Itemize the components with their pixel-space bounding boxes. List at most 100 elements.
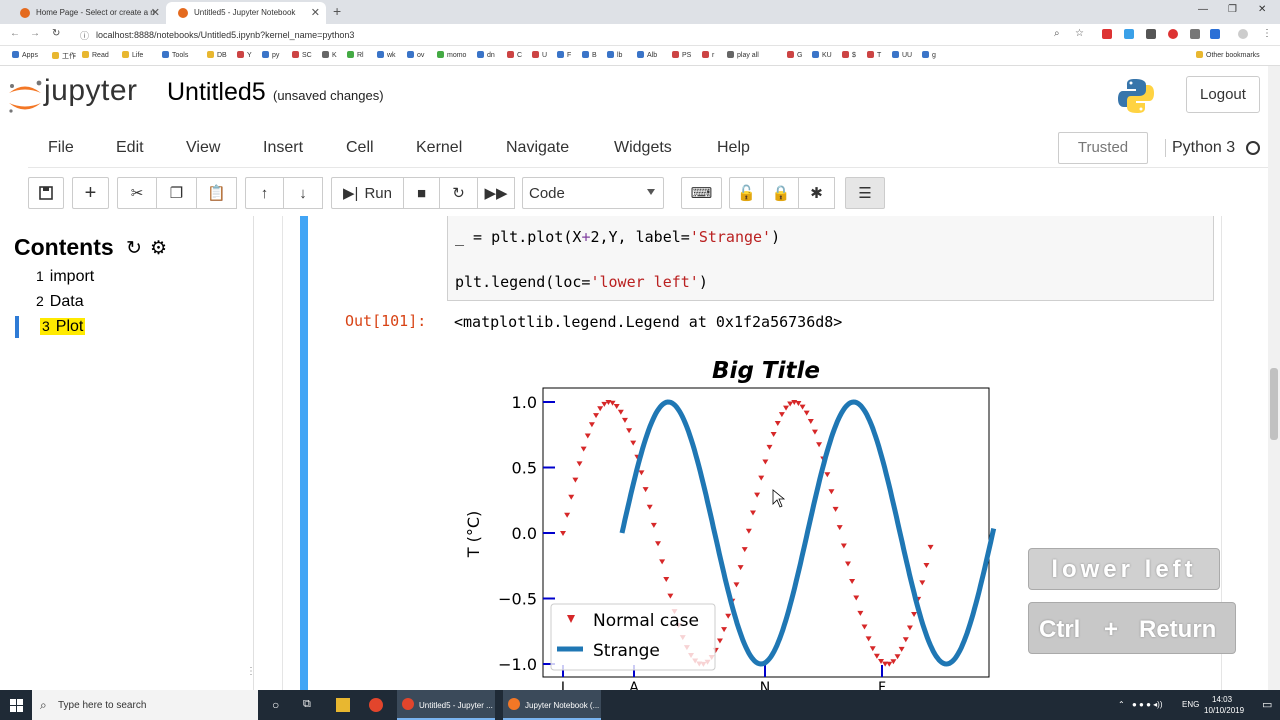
code-cell-input[interactable]: _ = plt.plot(X+2,Y, label='Strange') plt… [447,216,1214,301]
menu-edit[interactable]: Edit [116,139,144,156]
back-icon[interactable]: ← [10,28,20,39]
bookmark-item[interactable]: lb [607,51,622,59]
cut-button[interactable]: ✂ [117,177,157,209]
bookmark-item[interactable]: Rl [347,51,364,59]
insert-cell-button[interactable]: + [72,177,109,209]
bookmark-item[interactable]: C [507,51,522,59]
file-explorer-icon[interactable] [336,698,350,712]
bookmark-item[interactable]: play all [727,51,759,59]
bookmark-item[interactable]: Apps [12,51,38,59]
jupyter-logo-text[interactable]: jupyter [44,74,138,107]
jupyter-logo-icon[interactable] [6,78,44,116]
bookmark-item[interactable]: KU [812,51,832,59]
menu-cell[interactable]: Cell [346,139,374,156]
bookmark-item[interactable]: wk [377,51,396,59]
bookmark-item[interactable]: PS [672,51,691,59]
lock-button[interactable]: 🔒 [764,177,799,209]
bookmark-item[interactable]: momo [437,51,466,59]
close-icon[interactable]: ✕ [150,7,160,19]
extension-icon[interactable] [1190,29,1200,39]
cortana-icon[interactable]: ○ [272,698,280,712]
bookmark-item[interactable]: DB [207,51,227,59]
toc-item-import[interactable]: 1 import [36,268,94,286]
bookmark-item[interactable]: K [322,51,337,59]
cell-type-select[interactable]: Code [522,177,664,209]
clock-time[interactable]: 14:03 [1212,695,1233,704]
notebook-title[interactable]: Untitled5 [167,78,266,106]
menu-help[interactable]: Help [717,139,750,156]
taskbar-search-input[interactable]: ⌕ Type here to search [32,690,258,720]
menu-widgets[interactable]: Widgets [614,139,672,156]
menu-icon[interactable]: ⋮ [1262,28,1272,39]
extension-icon[interactable] [1210,29,1220,39]
bookmark-item[interactable]: T [867,51,881,59]
bookmark-item[interactable]: Tools [162,51,188,59]
bookmark-item[interactable]: Read [82,51,109,59]
star-icon[interactable]: ☆ [1075,28,1084,39]
bookmark-item[interactable]: dn [477,51,495,59]
zoom-icon[interactable]: ⌕ [1054,28,1060,39]
refresh-icon[interactable]: ↻ [126,238,142,259]
tab-home-page[interactable]: Home Page - Select or create a n ✕ [8,2,166,24]
scrollbar-thumb[interactable] [1270,368,1278,440]
asterisk-button[interactable]: ✱ [799,177,835,209]
menu-insert[interactable]: Insert [263,139,304,156]
bookmark-item[interactable]: g [922,51,936,59]
bookmark-item[interactable]: F [557,51,571,59]
bookmark-item[interactable]: G [787,51,802,59]
extension-icon[interactable] [1102,29,1112,39]
interrupt-button[interactable]: ■ [404,177,440,209]
save-button[interactable] [28,177,64,209]
close-icon[interactable]: ✕ [310,7,320,19]
trusted-indicator[interactable]: Trusted [1058,132,1148,164]
extension-icon[interactable] [1124,29,1134,39]
forward-icon[interactable]: → [30,28,40,39]
tab-untitled5[interactable]: Untitled5 - Jupyter Notebook ✕ [166,2,326,24]
taskbar-app-jupyter-chrome[interactable]: Untitled5 - Jupyter ... [397,690,495,720]
extension-icon[interactable] [1168,29,1178,39]
gear-icon[interactable]: ⚙ [150,238,168,259]
bookmark-item[interactable]: 工作 [52,51,76,61]
bookmark-item[interactable]: B [582,51,597,59]
run-button[interactable]: ▶| Run [331,177,404,209]
profile-icon[interactable] [1238,29,1248,39]
tray-chevron-icon[interactable]: ⌃ [1118,700,1125,709]
bookmark-item[interactable]: UU [892,51,912,59]
bookmark-item[interactable]: Y [237,51,252,59]
chrome-icon[interactable] [369,698,383,712]
unlock-button[interactable]: 🔓 [729,177,764,209]
menu-kernel[interactable]: Kernel [416,139,463,156]
bookmark-item[interactable]: Life [122,51,143,59]
page-scrollbar[interactable] [1268,66,1280,690]
kernel-name[interactable]: Python 3 [1165,139,1235,157]
restore-button[interactable]: ❐ [1228,4,1237,15]
tray-icons[interactable]: ● ● ● ◂)) [1132,700,1163,709]
bookmark-item[interactable]: U [532,51,547,59]
bookmark-item[interactable]: r [702,51,714,59]
new-tab-button[interactable]: + [333,3,342,19]
windows-start-icon[interactable] [10,699,23,712]
move-down-button[interactable]: ↓ [284,177,323,209]
restart-run-all-button[interactable]: ▶▶ [478,177,515,209]
logout-button[interactable]: Logout [1186,76,1260,113]
toc-toggle-button[interactable]: ☰ [845,177,885,209]
task-view-icon[interactable]: ⧉ [303,698,311,710]
close-window-button[interactable]: ✕ [1258,4,1267,15]
command-palette-button[interactable]: ⌨ [681,177,722,209]
reload-icon[interactable]: ↻ [52,28,61,39]
bookmark-item[interactable]: Alb [637,51,657,59]
toc-item-data[interactable]: 2 Data [36,293,84,311]
toc-item-plot[interactable]: 3 Plot [40,318,86,336]
bookmark-item[interactable]: $ [842,51,856,59]
menu-file[interactable]: File [48,139,74,156]
restart-button[interactable]: ↻ [440,177,478,209]
extension-icon[interactable] [1146,29,1156,39]
move-up-button[interactable]: ↑ [245,177,284,209]
bookmark-item[interactable]: ov [407,51,424,59]
notifications-icon[interactable]: ▭ [1262,699,1273,711]
paste-button[interactable]: 📋 [197,177,237,209]
minimize-button[interactable]: — [1198,4,1208,15]
copy-button[interactable]: ❐ [157,177,197,209]
menu-navigate[interactable]: Navigate [506,139,570,156]
menu-view[interactable]: View [186,139,221,156]
